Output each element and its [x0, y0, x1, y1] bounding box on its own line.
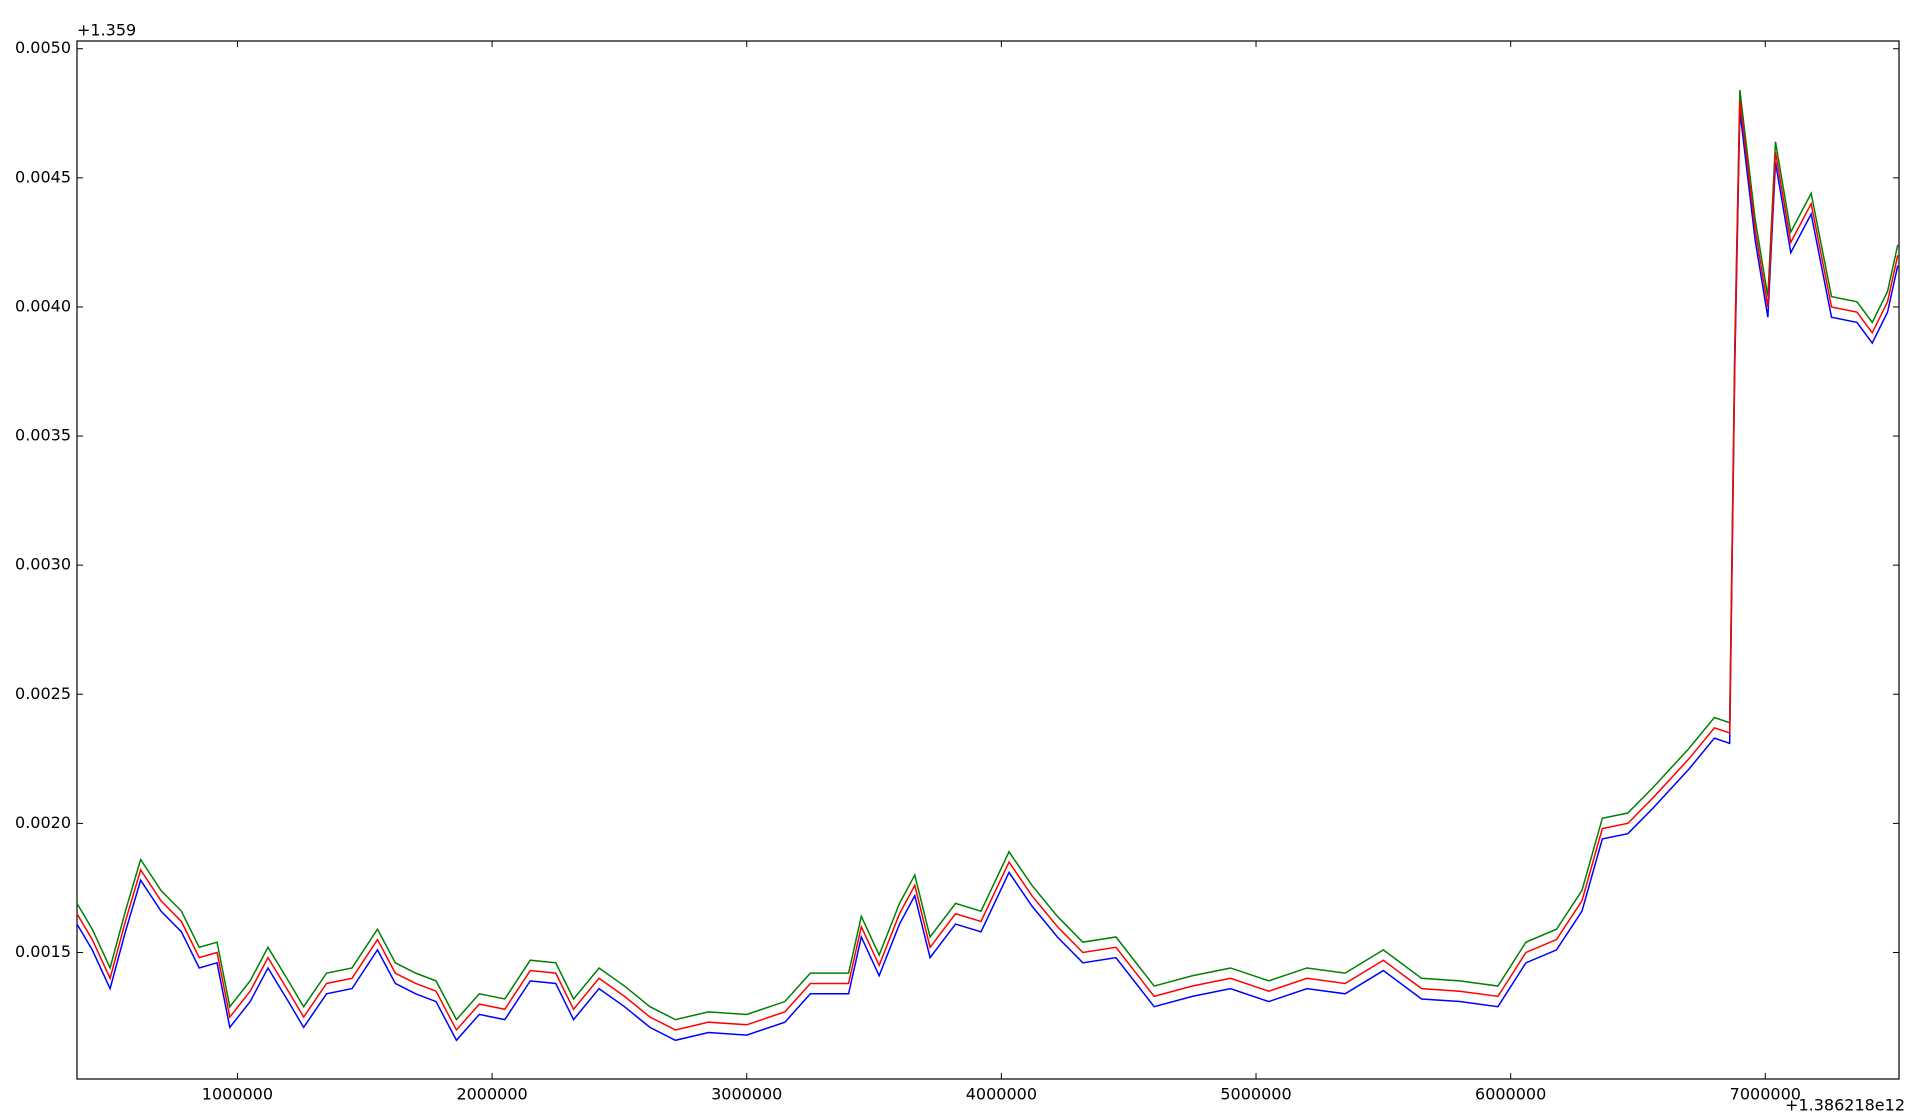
y-offset-label: +1.359 — [77, 21, 136, 40]
x-tick-label: 3000000 — [711, 1085, 782, 1104]
y-tick-label: 0.0025 — [15, 684, 71, 703]
x-tick-label: 5000000 — [1220, 1085, 1291, 1104]
y-tick-label: 0.0020 — [15, 813, 71, 832]
x-tick-label: 6000000 — [1475, 1085, 1546, 1104]
x-offset-label: +1.386218e12 — [1785, 1096, 1905, 1115]
y-tick-label: 0.0045 — [15, 167, 71, 186]
series-line — [76, 110, 1899, 1042]
axes-frame — [76, 40, 1900, 1080]
x-tick-label: 7000000 — [1730, 1085, 1801, 1104]
x-tick-label: 2000000 — [456, 1085, 527, 1104]
series-line — [76, 100, 1899, 1032]
y-tick-label: 0.0050 — [15, 38, 71, 57]
y-tick-label: 0.0035 — [15, 426, 71, 445]
y-tick-label: 0.0015 — [15, 942, 71, 961]
y-tick-label: 0.0040 — [15, 296, 71, 315]
series-line — [76, 89, 1899, 1021]
y-tick-label: 0.0030 — [15, 555, 71, 574]
x-tick-label: 4000000 — [966, 1085, 1037, 1104]
x-tick-label: 1000000 — [202, 1085, 273, 1104]
